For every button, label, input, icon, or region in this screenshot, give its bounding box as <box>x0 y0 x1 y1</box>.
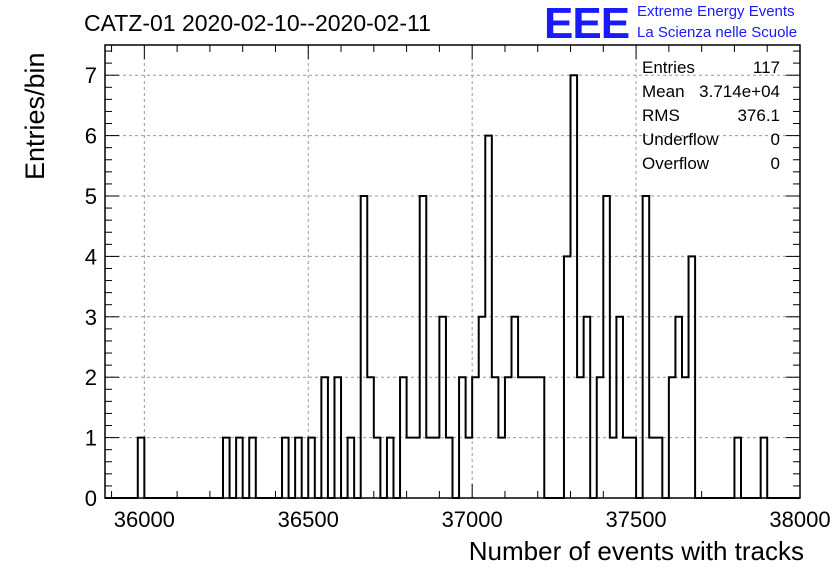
stat-label: RMS <box>642 106 680 125</box>
x-tick-label: 37500 <box>605 507 666 532</box>
stat-label: Mean <box>642 82 685 101</box>
stat-value: 0 <box>770 130 780 149</box>
stat-row-underflow: Underflow 0 <box>642 130 780 154</box>
y-axis-label: Entries/bin <box>20 52 50 180</box>
stats-box: Entries 117 Mean 3.714e+04 RMS 376.1 Und… <box>642 58 780 178</box>
y-tick-label: 4 <box>85 244 97 269</box>
histogram-bin <box>623 438 630 498</box>
stat-row-overflow: Overflow 0 <box>642 154 780 178</box>
x-tick-label: 36000 <box>114 507 175 532</box>
y-tick-label: 5 <box>85 184 97 209</box>
x-axis-label: Number of events with tracks <box>468 536 804 566</box>
stat-value: 0 <box>770 154 780 173</box>
y-tick-label: 0 <box>85 486 97 511</box>
histogram-bin <box>407 438 414 498</box>
x-tick-label: 37000 <box>442 507 503 532</box>
stat-label: Overflow <box>642 154 710 173</box>
y-tick-label: 3 <box>85 305 97 330</box>
histogram-bin <box>610 438 617 498</box>
y-tick-label: 2 <box>85 365 97 390</box>
chart-title: CATZ-01 2020-02-10--2020-02-11 <box>84 10 431 36</box>
stat-row-entries: Entries 117 <box>642 58 780 82</box>
histogram-bin <box>413 438 420 498</box>
plot-frame <box>104 44 801 499</box>
y-tick-label: 7 <box>85 63 97 88</box>
stat-row-rms: RMS 376.1 <box>642 106 780 130</box>
x-tick-label: 38000 <box>769 507 830 532</box>
logo-line-1: Extreme Energy Events <box>637 3 795 20</box>
stat-value: 117 <box>752 58 780 77</box>
histogram-outline <box>105 74 800 499</box>
y-tick-label: 1 <box>85 426 97 451</box>
histogram-bin <box>433 438 440 498</box>
histogram-bin <box>498 438 505 498</box>
stat-value: 376.1 <box>737 106 780 125</box>
stat-row-mean: Mean 3.714e+04 <box>642 82 780 106</box>
stat-value: 3.714e+04 <box>699 82 780 101</box>
y-tick-label: 6 <box>85 124 97 149</box>
histogram-bin <box>466 438 473 498</box>
histogram-bin <box>649 438 656 498</box>
histogram-bin <box>426 438 433 498</box>
x-tick-label: 36500 <box>278 507 339 532</box>
stat-label: Entries <box>642 58 695 77</box>
eee-logo-mark: EEE <box>544 0 630 48</box>
stat-label: Underflow <box>642 130 719 149</box>
logo-line-2: La Scienza nelle Scuole <box>637 24 798 41</box>
